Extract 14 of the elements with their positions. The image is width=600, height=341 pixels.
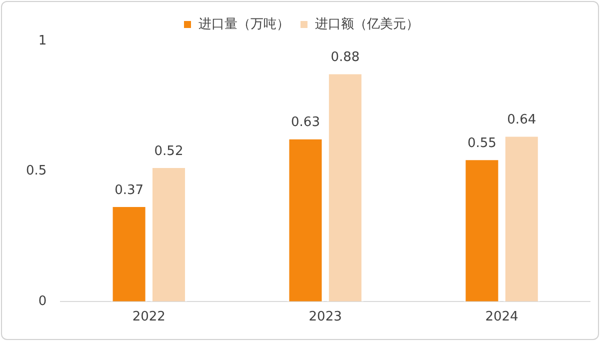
legend-label: 进口额（亿美元） xyxy=(315,16,419,32)
data-label: 0.63 xyxy=(291,115,320,130)
y-tick-label: 1 xyxy=(38,33,47,48)
x-tick-label: 2022 xyxy=(132,310,166,325)
data-label: 0.64 xyxy=(507,112,536,128)
data-label: 0.52 xyxy=(154,144,184,159)
data-label: 0.88 xyxy=(330,50,360,66)
legend-label: 进口量（万吨） xyxy=(198,16,290,32)
y-tick-label: 0.5 xyxy=(26,164,47,179)
data-label: 0.37 xyxy=(114,182,144,198)
x-tick-label: 2023 xyxy=(308,310,342,325)
x-tick-label: 2024 xyxy=(485,310,518,325)
y-tick-label: 0 xyxy=(38,294,47,309)
data-label: 0.55 xyxy=(467,136,496,152)
